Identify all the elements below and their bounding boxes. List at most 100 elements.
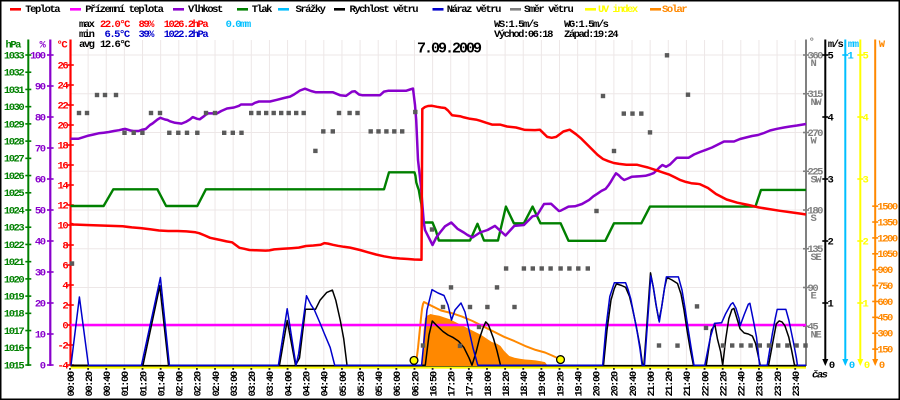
svg-text:21:20: 21:20 xyxy=(664,371,676,396)
svg-text:90: 90 xyxy=(808,283,819,295)
svg-text:16:50: 16:50 xyxy=(428,371,440,396)
svg-text:čas: čas xyxy=(812,370,828,382)
svg-text:0: 0 xyxy=(864,360,870,372)
svg-text:20: 20 xyxy=(35,298,46,310)
svg-text:39%: 39% xyxy=(139,29,156,41)
svg-text:00:20: 00:20 xyxy=(84,371,96,396)
svg-text:20:00: 20:00 xyxy=(592,371,604,396)
svg-text:18:40: 18:40 xyxy=(519,371,531,396)
svg-text:4: 4 xyxy=(828,112,834,124)
svg-text:5: 5 xyxy=(828,50,834,62)
svg-text:-4: -4 xyxy=(58,360,69,372)
svg-text:1022: 1022 xyxy=(4,240,24,252)
svg-text:Směr větru: Směr větru xyxy=(524,4,573,16)
svg-text:18:00: 18:00 xyxy=(483,371,495,396)
svg-text:min: min xyxy=(79,29,95,41)
svg-text:Rychlost větru: Rychlost větru xyxy=(350,4,419,16)
svg-text:750: 750 xyxy=(877,281,893,293)
svg-text:1: 1 xyxy=(863,298,869,310)
svg-text:Východ:06:18: Východ:06:18 xyxy=(494,29,553,41)
svg-text:1032: 1032 xyxy=(4,68,24,80)
svg-text:Západ:19:24: Západ:19:24 xyxy=(564,29,618,41)
svg-text:UV index: UV index xyxy=(598,4,639,16)
svg-text:Vlhkost: Vlhkost xyxy=(188,4,223,16)
svg-text:avg: avg xyxy=(79,39,95,51)
svg-text:20:40: 20:40 xyxy=(628,371,640,396)
svg-text:SE: SE xyxy=(811,252,822,264)
svg-text:00:40: 00:40 xyxy=(102,371,114,396)
svg-text:450: 450 xyxy=(877,313,893,325)
svg-text:0: 0 xyxy=(879,360,885,372)
svg-text:23:20: 23:20 xyxy=(773,371,785,396)
svg-text:02:00: 02:00 xyxy=(175,371,187,396)
svg-text:2: 2 xyxy=(828,236,834,248)
svg-text:1022.2hPa: 1022.2hPa xyxy=(164,29,210,41)
svg-text:N: N xyxy=(811,58,817,70)
svg-text:1019: 1019 xyxy=(4,292,24,304)
svg-text:23:00: 23:00 xyxy=(755,371,767,396)
svg-text:225: 225 xyxy=(808,167,824,179)
svg-text:180: 180 xyxy=(808,205,824,217)
svg-text:1017: 1017 xyxy=(4,326,24,338)
svg-text:150: 150 xyxy=(877,345,893,357)
svg-text:3: 3 xyxy=(863,174,869,186)
svg-text:8: 8 xyxy=(62,240,68,252)
svg-text:19:40: 19:40 xyxy=(573,371,585,396)
svg-text:1023: 1023 xyxy=(4,223,24,235)
svg-text:1021: 1021 xyxy=(4,257,24,269)
svg-text:20:20: 20:20 xyxy=(610,371,622,396)
svg-text:1030: 1030 xyxy=(4,102,24,114)
svg-text:1016: 1016 xyxy=(4,343,24,355)
svg-text:24: 24 xyxy=(58,80,69,92)
svg-text:0: 0 xyxy=(62,320,68,332)
svg-text:04:40: 04:40 xyxy=(320,371,332,396)
svg-text:0.0mm: 0.0mm xyxy=(226,19,251,31)
svg-text:100: 100 xyxy=(30,50,46,62)
svg-text:45: 45 xyxy=(808,322,819,334)
svg-text:0: 0 xyxy=(849,360,855,372)
svg-text:Solar: Solar xyxy=(662,4,687,16)
svg-text:40: 40 xyxy=(35,236,46,248)
svg-text:17:40: 17:40 xyxy=(465,371,477,396)
svg-text:E: E xyxy=(811,291,817,303)
svg-text:16: 16 xyxy=(58,160,69,172)
svg-text:W: W xyxy=(879,39,886,51)
svg-text:270: 270 xyxy=(808,128,824,140)
svg-text:1027: 1027 xyxy=(4,154,24,166)
svg-text:m/s: m/s xyxy=(828,39,844,51)
svg-text:02:20: 02:20 xyxy=(193,371,205,396)
svg-text:22.0°C: 22.0°C xyxy=(100,19,131,31)
svg-text:1015: 1015 xyxy=(4,360,24,372)
svg-text:-2: -2 xyxy=(58,340,69,352)
svg-text:14: 14 xyxy=(58,180,69,192)
svg-text:06:00: 06:00 xyxy=(392,371,404,396)
svg-text:1026: 1026 xyxy=(4,171,24,183)
svg-text:03:40: 03:40 xyxy=(265,371,277,396)
svg-text:max: max xyxy=(79,19,96,31)
svg-text:Náraz větru: Náraz větru xyxy=(447,4,501,16)
svg-text:1028: 1028 xyxy=(4,137,24,149)
svg-text:NE: NE xyxy=(811,329,822,341)
svg-text:315: 315 xyxy=(808,89,824,101)
svg-text:1050: 1050 xyxy=(877,249,897,261)
svg-text:18: 18 xyxy=(58,140,69,152)
svg-text:80: 80 xyxy=(35,112,46,124)
svg-text:1031: 1031 xyxy=(4,85,24,97)
svg-text:900: 900 xyxy=(877,265,893,277)
svg-text:05:00: 05:00 xyxy=(338,371,350,396)
svg-text:7.09.2009: 7.09.2009 xyxy=(417,41,482,58)
svg-text:21:00: 21:00 xyxy=(646,371,658,396)
svg-text:Srážky: Srážky xyxy=(296,4,327,16)
svg-text:03:00: 03:00 xyxy=(229,371,241,396)
svg-text:2: 2 xyxy=(863,236,869,248)
svg-text:S: S xyxy=(811,213,817,225)
svg-text:0: 0 xyxy=(40,360,46,372)
svg-text:Tlak: Tlak xyxy=(252,4,272,16)
svg-text:01:00: 01:00 xyxy=(120,371,132,396)
svg-text:1350: 1350 xyxy=(877,217,897,229)
svg-text:hPa: hPa xyxy=(6,40,23,52)
svg-text:3: 3 xyxy=(828,174,834,186)
svg-text:17:20: 17:20 xyxy=(447,371,459,396)
svg-text:5: 5 xyxy=(863,50,869,62)
svg-text:06:20: 06:20 xyxy=(410,371,422,396)
